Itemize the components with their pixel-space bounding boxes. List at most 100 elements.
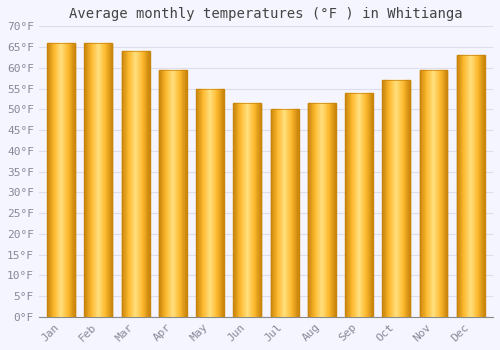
Bar [477,55,478,317]
Bar [276,109,278,317]
Bar [197,89,198,317]
Bar [166,70,168,317]
Bar [314,103,315,317]
Bar [368,93,369,317]
Bar [275,109,276,317]
Bar [163,70,164,317]
Bar [111,43,112,317]
Bar [103,43,104,317]
Bar [457,55,458,317]
Bar [64,43,65,317]
Bar [246,103,247,317]
Bar [270,109,271,317]
Bar [482,55,483,317]
Bar [251,103,252,317]
Bar [122,51,123,317]
Bar [198,89,199,317]
Bar [172,70,173,317]
Bar [434,70,435,317]
Bar [313,103,314,317]
Bar [243,103,244,317]
Bar [174,70,175,317]
Bar [104,43,105,317]
Bar [206,89,208,317]
Bar [61,43,62,317]
Bar [435,70,436,317]
Bar [311,103,312,317]
Bar [334,103,335,317]
Bar [258,103,259,317]
Bar [220,89,222,317]
Bar [141,51,142,317]
Bar [382,80,410,317]
Bar [186,70,187,317]
Bar [105,43,106,317]
Bar [159,70,160,317]
Bar [469,55,470,317]
Bar [108,43,109,317]
Bar [273,109,274,317]
Bar [446,70,447,317]
Bar [87,43,88,317]
Bar [211,89,212,317]
Bar [422,70,423,317]
Bar [372,93,373,317]
Bar [274,109,275,317]
Bar [247,103,248,317]
Bar [430,70,431,317]
Bar [236,103,238,317]
Bar [142,51,143,317]
Bar [48,43,49,317]
Bar [362,93,363,317]
Bar [460,55,461,317]
Bar [170,70,171,317]
Bar [279,109,280,317]
Bar [461,55,462,317]
Bar [72,43,73,317]
Bar [348,93,349,317]
Bar [463,55,464,317]
Bar [297,109,298,317]
Bar [124,51,125,317]
Bar [205,89,206,317]
Bar [59,43,60,317]
Bar [93,43,94,317]
Bar [149,51,150,317]
Bar [427,70,428,317]
Bar [171,70,172,317]
Bar [319,103,320,317]
Bar [479,55,480,317]
Bar [66,43,68,317]
Bar [345,93,346,317]
Bar [217,89,218,317]
Bar [212,89,213,317]
Bar [404,80,405,317]
Bar [400,80,402,317]
Bar [387,80,388,317]
Bar [291,109,292,317]
Bar [409,80,410,317]
Bar [90,43,91,317]
Bar [219,89,220,317]
Bar [315,103,316,317]
Bar [397,80,398,317]
Bar [179,70,180,317]
Bar [317,103,318,317]
Bar [357,93,358,317]
Bar [330,103,332,317]
Bar [312,103,313,317]
Bar [128,51,129,317]
Bar [62,43,63,317]
Bar [392,80,393,317]
Bar [252,103,253,317]
Bar [468,55,469,317]
Bar [308,103,309,317]
Bar [308,103,336,317]
Bar [473,55,474,317]
Bar [309,103,310,317]
Bar [282,109,283,317]
Bar [126,51,127,317]
Bar [474,55,475,317]
Bar [91,43,92,317]
Bar [106,43,107,317]
